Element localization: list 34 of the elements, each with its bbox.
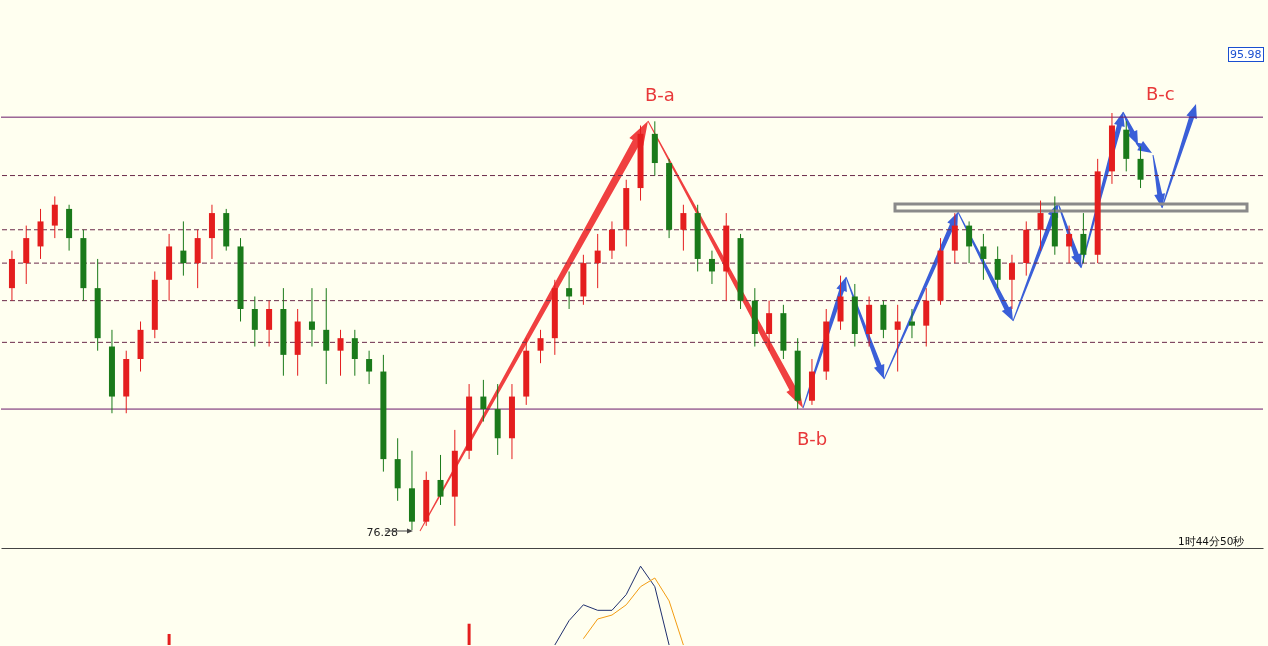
candlestick	[994, 245, 1001, 289]
candlestick	[1037, 200, 1044, 252]
text: 95.98	[1228, 47, 1264, 62]
candlestick	[708, 250, 715, 285]
candlestick	[966, 220, 973, 264]
candlestick	[1008, 254, 1015, 310]
candlestick	[180, 220, 187, 277]
annotation: 76.28	[366, 526, 398, 539]
candlestick	[437, 454, 444, 506]
candlestick	[980, 233, 987, 281]
candlestick	[251, 295, 258, 348]
text: B-c	[1146, 83, 1175, 104]
candlestick	[608, 220, 615, 260]
candlestick	[908, 308, 915, 339]
candlestick	[537, 329, 544, 364]
annotation: B-b	[797, 428, 828, 449]
candlestick	[266, 300, 273, 348]
text: 1时44分50秒	[1178, 535, 1245, 547]
candlestick	[480, 379, 487, 423]
candlestick	[351, 329, 358, 377]
candlestick	[366, 350, 373, 385]
candlestick	[1066, 225, 1073, 264]
candlestick	[766, 300, 773, 352]
candlestick	[337, 329, 344, 377]
candlestick	[680, 204, 687, 252]
candlestick	[894, 304, 901, 373]
text: B-a	[645, 84, 675, 105]
candlestick	[1080, 212, 1087, 264]
candlestick	[594, 233, 601, 289]
candlestick	[51, 195, 58, 239]
candlestick	[323, 287, 330, 385]
candlestick	[1137, 145, 1144, 189]
candlestick	[566, 270, 573, 310]
candlestick	[308, 287, 315, 348]
